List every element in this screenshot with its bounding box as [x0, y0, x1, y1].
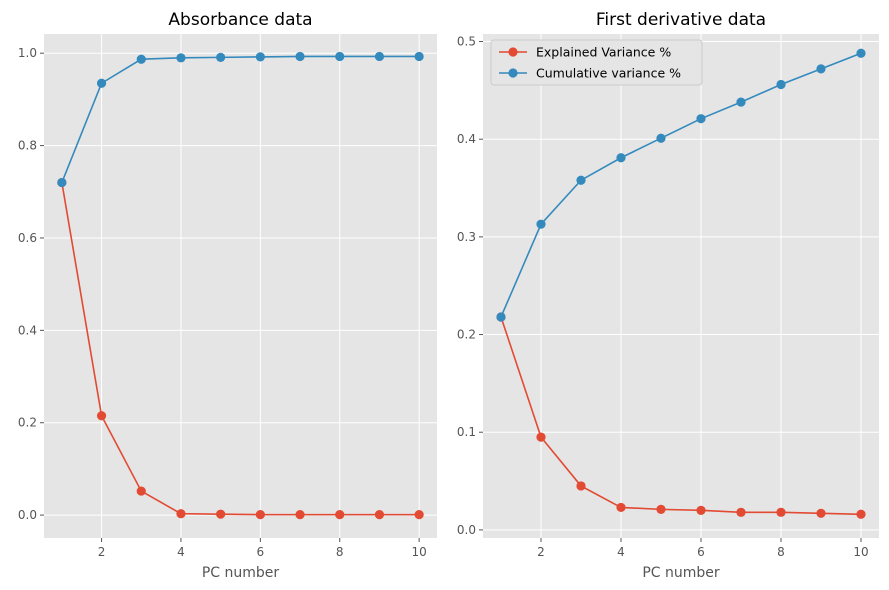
- x-tick-label: 10: [411, 545, 426, 559]
- y-tick-label: 0.2: [457, 328, 476, 342]
- data-point-explained: [255, 510, 265, 520]
- x-tick-label: 8: [777, 545, 785, 559]
- legend-label: Explained Variance %: [536, 45, 671, 60]
- x-tick-label: 4: [177, 545, 185, 559]
- data-point-cumulative: [255, 52, 265, 62]
- data-point-cumulative: [414, 51, 424, 62]
- legend-marker: [508, 47, 518, 57]
- y-tick-label: 0.5: [457, 35, 476, 49]
- data-point-cumulative: [816, 64, 826, 74]
- legend-box: [490, 39, 703, 86]
- data-point-explained: [736, 507, 746, 517]
- data-point-explained: [816, 508, 826, 518]
- data-point-explained: [136, 486, 146, 496]
- data-point-cumulative: [696, 114, 706, 124]
- y-tick-label: 0.6: [18, 231, 37, 245]
- data-point-cumulative: [216, 52, 226, 62]
- data-point-cumulative: [656, 133, 666, 143]
- data-point-cumulative: [496, 312, 506, 322]
- chart-title: Absorbance data: [168, 10, 312, 30]
- plot-area: [483, 34, 879, 538]
- y-tick-label: 0.0: [18, 508, 37, 522]
- x-axis-label: PC number: [202, 565, 280, 581]
- legend: Explained Variance % Cumulative variance …: [490, 39, 703, 86]
- chart-title: First derivative data: [596, 10, 766, 30]
- data-point-cumulative: [616, 153, 626, 163]
- legend-marker: [508, 68, 518, 78]
- data-point-cumulative: [176, 53, 186, 63]
- data-point-explained: [576, 481, 586, 491]
- y-tick-label: 0.4: [18, 323, 37, 337]
- y-tick-label: 1.0: [18, 46, 37, 60]
- x-tick-label: 6: [697, 545, 705, 559]
- chart-panel-1: 2 4 6 8 10 0.0 0.2 0.4 0.6 0.8 1.0 Absorbance data P…: [18, 10, 437, 581]
- data-point-cumulative: [736, 97, 746, 107]
- data-point-cumulative: [136, 54, 146, 64]
- series-line-cumulative: [500, 52, 862, 318]
- x-tick-label: 2: [98, 545, 106, 559]
- plot-area: [44, 34, 437, 538]
- legend-label: Cumulative variance %: [536, 66, 681, 81]
- y-tick-label: 0.8: [18, 139, 37, 153]
- x-tick-label: 8: [336, 545, 344, 559]
- series-line-explained: [61, 182, 420, 516]
- x-axis-label: PC number: [642, 565, 720, 581]
- data-point-explained: [414, 510, 424, 520]
- series-line-explained: [500, 316, 862, 516]
- data-point-cumulative: [576, 175, 586, 185]
- data-point-cumulative: [776, 79, 786, 90]
- data-point-cumulative: [856, 48, 866, 58]
- y-tick-label: 0.0: [457, 523, 476, 537]
- x-tick-label: 4: [617, 545, 625, 559]
- y-tick-label: 0.1: [457, 425, 476, 439]
- y-tick-label: 0.2: [18, 416, 37, 430]
- data-point-explained: [96, 411, 107, 421]
- data-point-cumulative: [374, 51, 385, 62]
- chart-panel-2: 2 4 6 8 10 0.0 0.1 0.2 0.3 0.4 0.5 First derivative…: [457, 10, 879, 581]
- data-point-cumulative: [96, 78, 107, 88]
- series-line-cumulative: [61, 55, 420, 183]
- data-point-explained: [776, 507, 786, 517]
- data-point-explained: [295, 510, 305, 520]
- data-point-cumulative: [335, 51, 345, 62]
- data-point-cumulative: [295, 51, 305, 62]
- data-point-explained: [216, 509, 226, 519]
- data-point-explained: [176, 509, 186, 519]
- y-tick-label: 0.3: [457, 230, 476, 244]
- x-tick-label: 6: [257, 545, 265, 559]
- data-point-explained: [374, 510, 385, 520]
- x-tick-label: 2: [537, 545, 545, 559]
- data-point-cumulative: [57, 177, 67, 188]
- data-point-explained: [536, 432, 546, 442]
- x-tick-label: 10: [853, 545, 868, 559]
- data-point-explained: [656, 504, 666, 514]
- y-tick-label: 0.4: [457, 132, 476, 146]
- data-point-explained: [696, 505, 706, 515]
- data-point-explained: [335, 510, 345, 520]
- data-point-explained: [856, 509, 866, 519]
- data-point-cumulative: [536, 219, 546, 229]
- data-point-explained: [616, 502, 626, 513]
